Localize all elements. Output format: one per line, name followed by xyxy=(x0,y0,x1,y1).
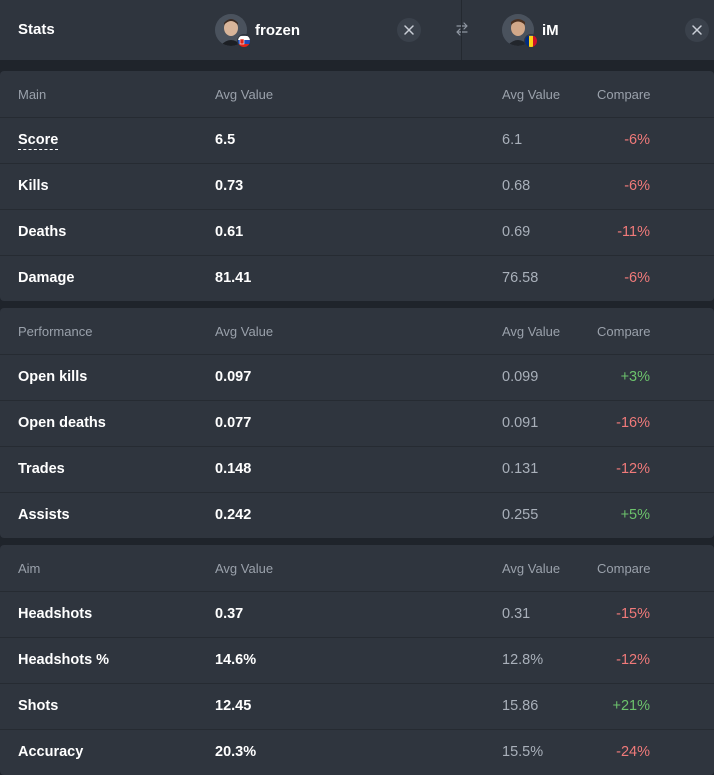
col-avg-player-1: Avg Value xyxy=(215,324,274,339)
player-2-value: 0.68 xyxy=(502,178,531,194)
player-2-value: 0.255 xyxy=(502,507,539,523)
stat-row-shots: Shots 12.45 15.86 +21% xyxy=(0,684,714,730)
compare-value: -12% xyxy=(616,652,650,668)
section-performance: Performance Avg Value Avg Value Compare … xyxy=(0,308,714,538)
player-1-name: frozen xyxy=(255,21,300,39)
section-title: Performance xyxy=(18,324,93,339)
close-icon xyxy=(404,25,414,35)
player-2-value: 0.131 xyxy=(502,461,539,477)
stat-label[interactable]: Score xyxy=(18,132,59,150)
col-avg-player-2: Avg Value xyxy=(502,87,561,102)
compare-value: -24% xyxy=(616,744,650,760)
player-1-value: 0.148 xyxy=(215,461,252,477)
player-1-value: 0.61 xyxy=(215,224,244,240)
col-avg-player-1: Avg Value xyxy=(215,561,274,576)
compare-value: -16% xyxy=(616,415,650,431)
compare-value: +21% xyxy=(612,698,651,714)
col-avg-player-1: Avg Value xyxy=(215,87,274,102)
stat-label: Assists xyxy=(18,507,70,523)
section-header: Aim Avg Value Avg Value Compare xyxy=(0,545,714,592)
section-title: Main xyxy=(18,87,47,102)
swap-icon[interactable] xyxy=(454,21,470,37)
player-2-avatar xyxy=(502,14,538,48)
section-aim: Aim Avg Value Avg Value Compare Headshot… xyxy=(0,545,714,775)
player-1-value: 6.5 xyxy=(215,132,236,148)
stat-label: Trades xyxy=(18,461,65,477)
player-2-value: 0.31 xyxy=(502,606,531,622)
compare-value: -6% xyxy=(624,132,650,148)
stat-row-assists: Assists 0.242 0.255 +5% xyxy=(0,493,714,538)
stat-label: Headshots xyxy=(18,606,93,622)
player-2-value: 0.69 xyxy=(502,224,531,240)
player-1-value: 0.077 xyxy=(215,415,252,431)
player-2-value: 0.091 xyxy=(502,415,539,431)
player-2-value: 6.1 xyxy=(502,132,523,148)
player-1-value: 0.097 xyxy=(215,369,252,385)
player-2[interactable]: iM xyxy=(502,14,559,48)
close-icon xyxy=(692,25,702,35)
stat-label: Kills xyxy=(18,178,49,194)
compare-value: +5% xyxy=(620,507,650,523)
remove-player-1-button[interactable] xyxy=(397,18,421,42)
stat-row-kills: Kills 0.73 0.68 -6% xyxy=(0,164,714,210)
header-divider xyxy=(461,0,462,60)
stat-label: Deaths xyxy=(18,224,67,240)
player-1-value: 0.242 xyxy=(215,507,252,523)
col-avg-player-2: Avg Value xyxy=(502,324,561,339)
stat-row-open-kills: Open kills 0.097 0.099 +3% xyxy=(0,355,714,401)
player-1-value: 0.73 xyxy=(215,178,244,194)
romania-flag-icon xyxy=(524,34,538,48)
col-compare: Compare xyxy=(597,561,651,576)
compare-value: -6% xyxy=(624,178,650,194)
compare-value: -6% xyxy=(624,270,650,286)
player-2-name: iM xyxy=(542,21,559,39)
stat-label: Shots xyxy=(18,698,59,714)
stat-label: Headshots % xyxy=(18,652,110,668)
section-header: Main Avg Value Avg Value Compare xyxy=(0,71,714,118)
player-2-value: 15.86 xyxy=(502,698,539,714)
col-compare: Compare xyxy=(597,87,651,102)
col-compare: Compare xyxy=(597,324,651,339)
player-1-value: 0.37 xyxy=(215,606,244,622)
compare-value: -12% xyxy=(616,461,650,477)
stat-row-damage: Damage 81.41 76.58 -6% xyxy=(0,256,714,301)
compare-value: +3% xyxy=(620,369,650,385)
stat-row-trades: Trades 0.148 0.131 -12% xyxy=(0,447,714,493)
compare-value: -15% xyxy=(616,606,650,622)
player-1-value: 20.3% xyxy=(215,744,257,760)
stat-row-score: Score 6.5 6.1 -6% xyxy=(0,118,714,164)
stat-row-open-deaths: Open deaths 0.077 0.091 -16% xyxy=(0,401,714,447)
stat-row-headshots: Headshots 0.37 0.31 -15% xyxy=(0,592,714,638)
col-avg-player-2: Avg Value xyxy=(502,561,561,576)
stats-title: Stats xyxy=(18,21,55,38)
stat-label: Open kills xyxy=(18,369,88,385)
player-2-value: 76.58 xyxy=(502,270,539,286)
stat-label: Damage xyxy=(18,270,75,286)
remove-player-2-button[interactable] xyxy=(685,18,709,42)
player-1-value: 81.41 xyxy=(215,270,252,286)
section-header: Performance Avg Value Avg Value Compare xyxy=(0,308,714,355)
player-1-value: 12.45 xyxy=(215,698,252,714)
player-2-value: 12.8% xyxy=(502,652,544,668)
section-main: Main Avg Value Avg Value Compare Score 6… xyxy=(0,71,714,301)
player-2-value: 0.099 xyxy=(502,369,539,385)
player-1[interactable]: frozen xyxy=(215,14,300,48)
compare-header: Stats frozen xyxy=(0,0,714,60)
player-2-value: 15.5% xyxy=(502,744,544,760)
slovakia-flag-icon xyxy=(237,34,251,48)
stat-row-deaths: Deaths 0.61 0.69 -11% xyxy=(0,210,714,256)
player-1-value: 14.6% xyxy=(215,652,257,668)
player-1-avatar xyxy=(215,14,251,48)
stat-label: Accuracy xyxy=(18,744,84,760)
stat-row-headshots-percent: Headshots % 14.6% 12.8% -12% xyxy=(0,638,714,684)
stat-label: Open deaths xyxy=(18,415,106,431)
stat-row-accuracy: Accuracy 20.3% 15.5% -24% xyxy=(0,730,714,775)
compare-value: -11% xyxy=(617,224,650,240)
section-title: Aim xyxy=(18,561,41,576)
